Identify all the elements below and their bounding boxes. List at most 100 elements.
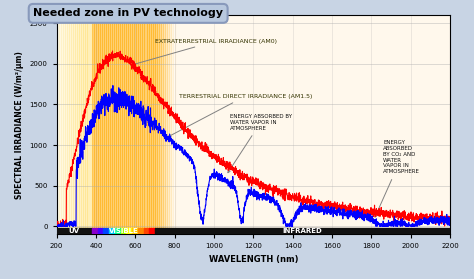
Bar xyxy=(156,15,157,234)
Bar xyxy=(124,15,125,234)
Bar xyxy=(107,15,108,234)
Bar xyxy=(108,15,109,234)
Bar xyxy=(72,15,73,234)
Bar xyxy=(98,228,103,234)
Bar xyxy=(173,15,174,234)
Bar xyxy=(127,228,132,234)
Bar xyxy=(160,15,161,234)
Bar xyxy=(130,15,131,234)
Bar xyxy=(69,15,70,234)
Bar xyxy=(142,15,143,234)
Bar xyxy=(111,15,112,234)
Bar xyxy=(158,15,159,234)
Bar xyxy=(95,15,96,234)
Bar xyxy=(69,15,70,234)
Bar xyxy=(120,15,121,234)
Bar xyxy=(60,15,61,234)
Bar xyxy=(149,228,155,234)
Bar xyxy=(59,15,60,234)
Bar xyxy=(90,15,91,234)
Bar xyxy=(84,15,85,234)
Bar xyxy=(68,15,69,234)
Bar xyxy=(104,15,105,234)
Bar xyxy=(174,15,175,234)
Bar xyxy=(122,15,123,234)
Bar xyxy=(77,15,78,234)
Bar xyxy=(138,15,139,234)
Bar xyxy=(172,15,173,234)
Bar xyxy=(113,15,114,234)
Bar xyxy=(153,15,154,234)
Bar xyxy=(88,15,89,234)
Bar xyxy=(161,15,162,234)
Bar xyxy=(172,15,173,234)
Bar xyxy=(114,15,115,234)
Bar xyxy=(157,15,158,234)
Bar xyxy=(139,15,140,234)
Bar xyxy=(117,15,118,234)
Bar xyxy=(163,15,164,234)
Bar xyxy=(73,15,74,234)
Bar xyxy=(126,15,127,234)
Text: VISIBLE: VISIBLE xyxy=(109,228,138,234)
Bar xyxy=(82,15,83,234)
Bar xyxy=(105,15,106,234)
Bar xyxy=(151,15,152,234)
Bar xyxy=(103,15,104,234)
Bar xyxy=(87,15,88,234)
Bar xyxy=(106,15,107,234)
Bar xyxy=(140,15,141,234)
Bar xyxy=(129,15,130,234)
Bar xyxy=(74,15,75,234)
Bar xyxy=(125,15,126,234)
Bar xyxy=(120,228,127,234)
Bar xyxy=(132,15,133,234)
Bar xyxy=(152,15,153,234)
Bar xyxy=(76,15,77,234)
Bar xyxy=(92,228,98,234)
Bar xyxy=(176,15,177,234)
Bar xyxy=(137,15,138,234)
Bar xyxy=(154,15,155,234)
Text: ENERGY ABSORBED BY
WATER VAPOR IN
ATMOSPHERE: ENERGY ABSORBED BY WATER VAPOR IN ATMOSP… xyxy=(228,114,292,173)
Bar xyxy=(164,15,165,234)
Bar xyxy=(169,15,170,234)
Bar xyxy=(70,15,71,234)
Bar xyxy=(80,15,81,234)
Bar xyxy=(101,15,102,234)
Bar xyxy=(77,15,78,234)
Bar xyxy=(74,15,75,234)
Bar xyxy=(132,15,133,234)
Bar xyxy=(115,15,116,234)
Text: ENERGY
ABSORBED
BY CO₂ AND
WATER
VAPOR IN
ATMOSPHERE: ENERGY ABSORBED BY CO₂ AND WATER VAPOR I… xyxy=(375,140,420,217)
Bar xyxy=(78,15,79,234)
Bar xyxy=(109,15,110,234)
Bar xyxy=(103,228,109,234)
Bar xyxy=(109,228,115,234)
Bar xyxy=(144,15,145,234)
Bar xyxy=(99,15,100,234)
Bar xyxy=(138,228,144,234)
Text: TERRESTRIAL DIRECT IRRADIANCE (AM1.5): TERRESTRIAL DIRECT IRRADIANCE (AM1.5) xyxy=(168,94,312,137)
Bar xyxy=(127,15,128,234)
Bar xyxy=(143,15,144,234)
Bar xyxy=(75,15,76,234)
Bar xyxy=(164,15,165,234)
Bar xyxy=(122,15,123,234)
Bar xyxy=(106,15,107,234)
Bar xyxy=(149,15,150,234)
Bar xyxy=(148,15,149,234)
Bar xyxy=(97,15,98,234)
Bar xyxy=(167,15,168,234)
Bar xyxy=(70,15,71,234)
Bar xyxy=(166,15,167,234)
Bar xyxy=(71,15,72,234)
Bar xyxy=(123,15,124,234)
Bar xyxy=(89,15,90,234)
Bar xyxy=(156,15,157,234)
Bar xyxy=(118,15,119,234)
Bar xyxy=(133,15,134,234)
Bar xyxy=(143,15,144,234)
Bar xyxy=(128,15,129,234)
Bar xyxy=(130,15,131,234)
